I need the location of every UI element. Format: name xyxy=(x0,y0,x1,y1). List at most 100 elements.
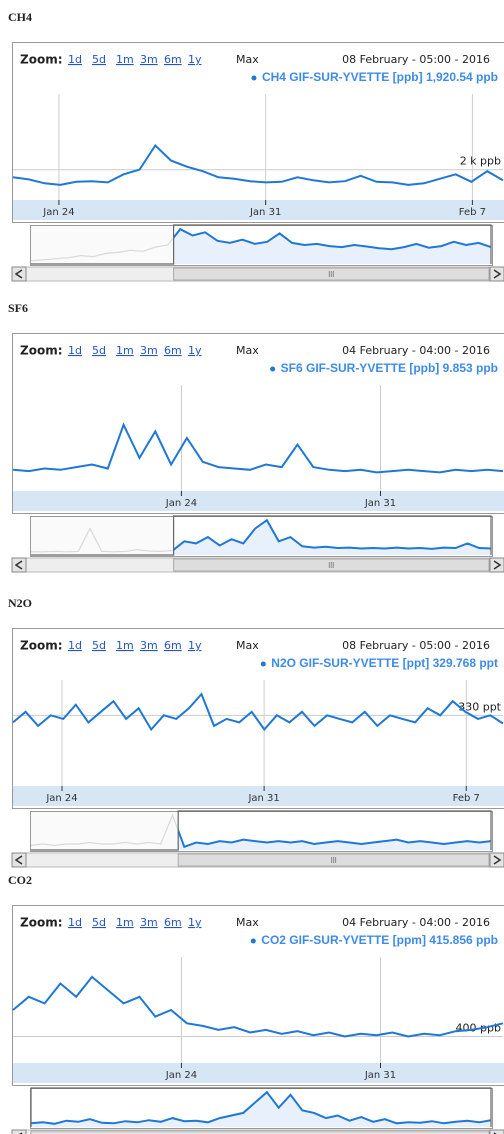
zoom-label: Zoom: xyxy=(20,639,63,653)
scrollbar-right[interactable] xyxy=(489,852,504,868)
scrollbar-left[interactable] xyxy=(11,852,27,868)
x-tick-label: Jan 24 xyxy=(45,793,77,804)
zoom-button[interactable]: 5d xyxy=(92,639,106,652)
zoom-button[interactable]: 3m xyxy=(140,916,158,929)
scrollbar-left[interactable] xyxy=(11,266,27,282)
navigator-line xyxy=(173,518,491,552)
chart-frame xyxy=(12,333,504,514)
series-line xyxy=(12,143,504,186)
navigator-mask xyxy=(31,812,179,850)
tooltip-marker xyxy=(270,366,276,372)
navigator-outline[interactable] xyxy=(31,515,492,556)
arrow-right xyxy=(493,855,502,865)
navigator-area xyxy=(31,1092,491,1127)
zoom-button[interactable]: 3m xyxy=(140,53,158,66)
chart-title: CO2 xyxy=(8,873,32,887)
chart-title: CH4 xyxy=(8,10,32,24)
series-line xyxy=(12,422,504,474)
zoom-label: Zoom: xyxy=(20,916,63,930)
zoom-button[interactable]: 5d xyxy=(92,344,106,357)
tooltip: CH4 GIF-SUR-YVETTE [ppb] 1,920.54 ppb xyxy=(262,70,498,84)
date-label: 04 February - 04:00 - 2016 xyxy=(342,916,490,929)
arrow-left xyxy=(14,560,23,570)
navigator-mask xyxy=(31,517,174,555)
tooltip: CO2 GIF-SUR-YVETTE [ppm] 415.856 ppb xyxy=(261,933,498,947)
chart-frame xyxy=(12,42,504,223)
series-line xyxy=(12,975,504,1038)
date-label: 08 February - 05:00 - 2016 xyxy=(342,639,490,652)
scrollbar-left[interactable] xyxy=(11,557,27,573)
x-axis-band xyxy=(13,200,504,220)
chart-title: N2O xyxy=(8,596,32,610)
tooltip: N2O GIF-SUR-YVETTE [ppt] 329.768 ppt xyxy=(271,656,498,670)
x-tick-label: Feb 7 xyxy=(453,793,480,804)
tooltip-marker xyxy=(250,938,256,944)
zoom-button[interactable]: 1d xyxy=(68,53,82,66)
zoom-button[interactable]: Max xyxy=(236,53,259,66)
tooltip: SF6 GIF-SUR-YVETTE [ppb] 9.853 ppb xyxy=(281,361,498,375)
navigator-line xyxy=(173,227,491,251)
y-tick-label: 330 ppt xyxy=(458,700,501,713)
scrollbar-right[interactable] xyxy=(489,266,504,282)
arrow-left xyxy=(14,269,23,279)
navigator-outline[interactable] xyxy=(30,1087,492,1127)
zoom-button[interactable]: 5d xyxy=(92,916,106,929)
zoom-label: Zoom: xyxy=(20,53,63,67)
zoom-button[interactable]: 1y xyxy=(188,344,202,357)
zoom-button[interactable]: 3m xyxy=(140,344,158,357)
x-tick-label: Jan 31 xyxy=(364,498,396,509)
arrow-right xyxy=(493,560,502,570)
date-label: 08 February - 05:00 - 2016 xyxy=(342,53,490,66)
y-tick-label: 2 k ppb xyxy=(460,155,501,168)
navigator-area xyxy=(178,830,491,850)
x-axis-band xyxy=(13,1063,504,1083)
date-label: 04 February - 04:00 - 2016 xyxy=(342,344,490,357)
zoom-button[interactable]: 1m xyxy=(116,344,134,357)
x-axis-band xyxy=(13,786,504,806)
x-tick-label: Feb 7 xyxy=(459,207,486,218)
x-tick-label: Jan 31 xyxy=(249,207,281,218)
zoom-button[interactable]: 1y xyxy=(188,639,202,652)
zoom-button[interactable]: 6m xyxy=(164,344,182,357)
zoom-button[interactable]: 6m xyxy=(164,916,182,929)
navigator-line xyxy=(178,827,491,849)
scrollbar-left[interactable] xyxy=(11,1129,27,1134)
zoom-button[interactable]: 1y xyxy=(188,53,202,66)
zoom-button[interactable]: 6m xyxy=(164,53,182,66)
zoom-button[interactable]: 5d xyxy=(92,53,106,66)
scrollbar-right[interactable] xyxy=(489,557,504,573)
chart-frame xyxy=(12,905,504,1086)
zoom-button[interactable]: 1m xyxy=(116,916,134,929)
x-tick-label: Jan 24 xyxy=(165,1070,197,1081)
navigator-line xyxy=(31,1090,491,1125)
zoom-button[interactable]: Max xyxy=(236,916,259,929)
zoom-button[interactable]: 1d xyxy=(68,344,82,357)
zoom-button[interactable]: 1d xyxy=(68,916,82,929)
arrow-right xyxy=(493,269,502,279)
zoom-button[interactable]: 1m xyxy=(116,639,134,652)
x-tick-label: Jan 31 xyxy=(247,793,279,804)
zoom-button[interactable]: 1m xyxy=(116,53,134,66)
tooltip-marker xyxy=(251,75,257,81)
x-tick-label: Jan 31 xyxy=(364,1070,396,1081)
x-axis-band xyxy=(13,491,504,511)
navigator-area xyxy=(173,520,491,555)
x-tick-label: Jan 24 xyxy=(165,498,197,509)
zoom-button[interactable]: Max xyxy=(236,344,259,357)
zoom-button[interactable]: 3m xyxy=(140,639,158,652)
scrollbar-thumb[interactable] xyxy=(30,1130,490,1134)
zoom-label: Zoom: xyxy=(20,344,63,358)
arrow-left xyxy=(14,855,23,865)
navigator-outline[interactable] xyxy=(31,224,492,265)
zoom-button[interactable]: Max xyxy=(236,639,259,652)
zoom-button[interactable]: 1y xyxy=(188,916,202,929)
x-tick-label: Jan 24 xyxy=(42,207,74,218)
chart-title: SF6 xyxy=(8,301,28,315)
zoom-button[interactable]: 1d xyxy=(68,639,82,652)
tooltip-marker xyxy=(260,661,266,667)
series-line xyxy=(12,692,504,732)
scrollbar-right[interactable] xyxy=(489,1129,504,1134)
navigator-outline[interactable] xyxy=(31,810,492,851)
zoom-button[interactable]: 6m xyxy=(164,639,182,652)
